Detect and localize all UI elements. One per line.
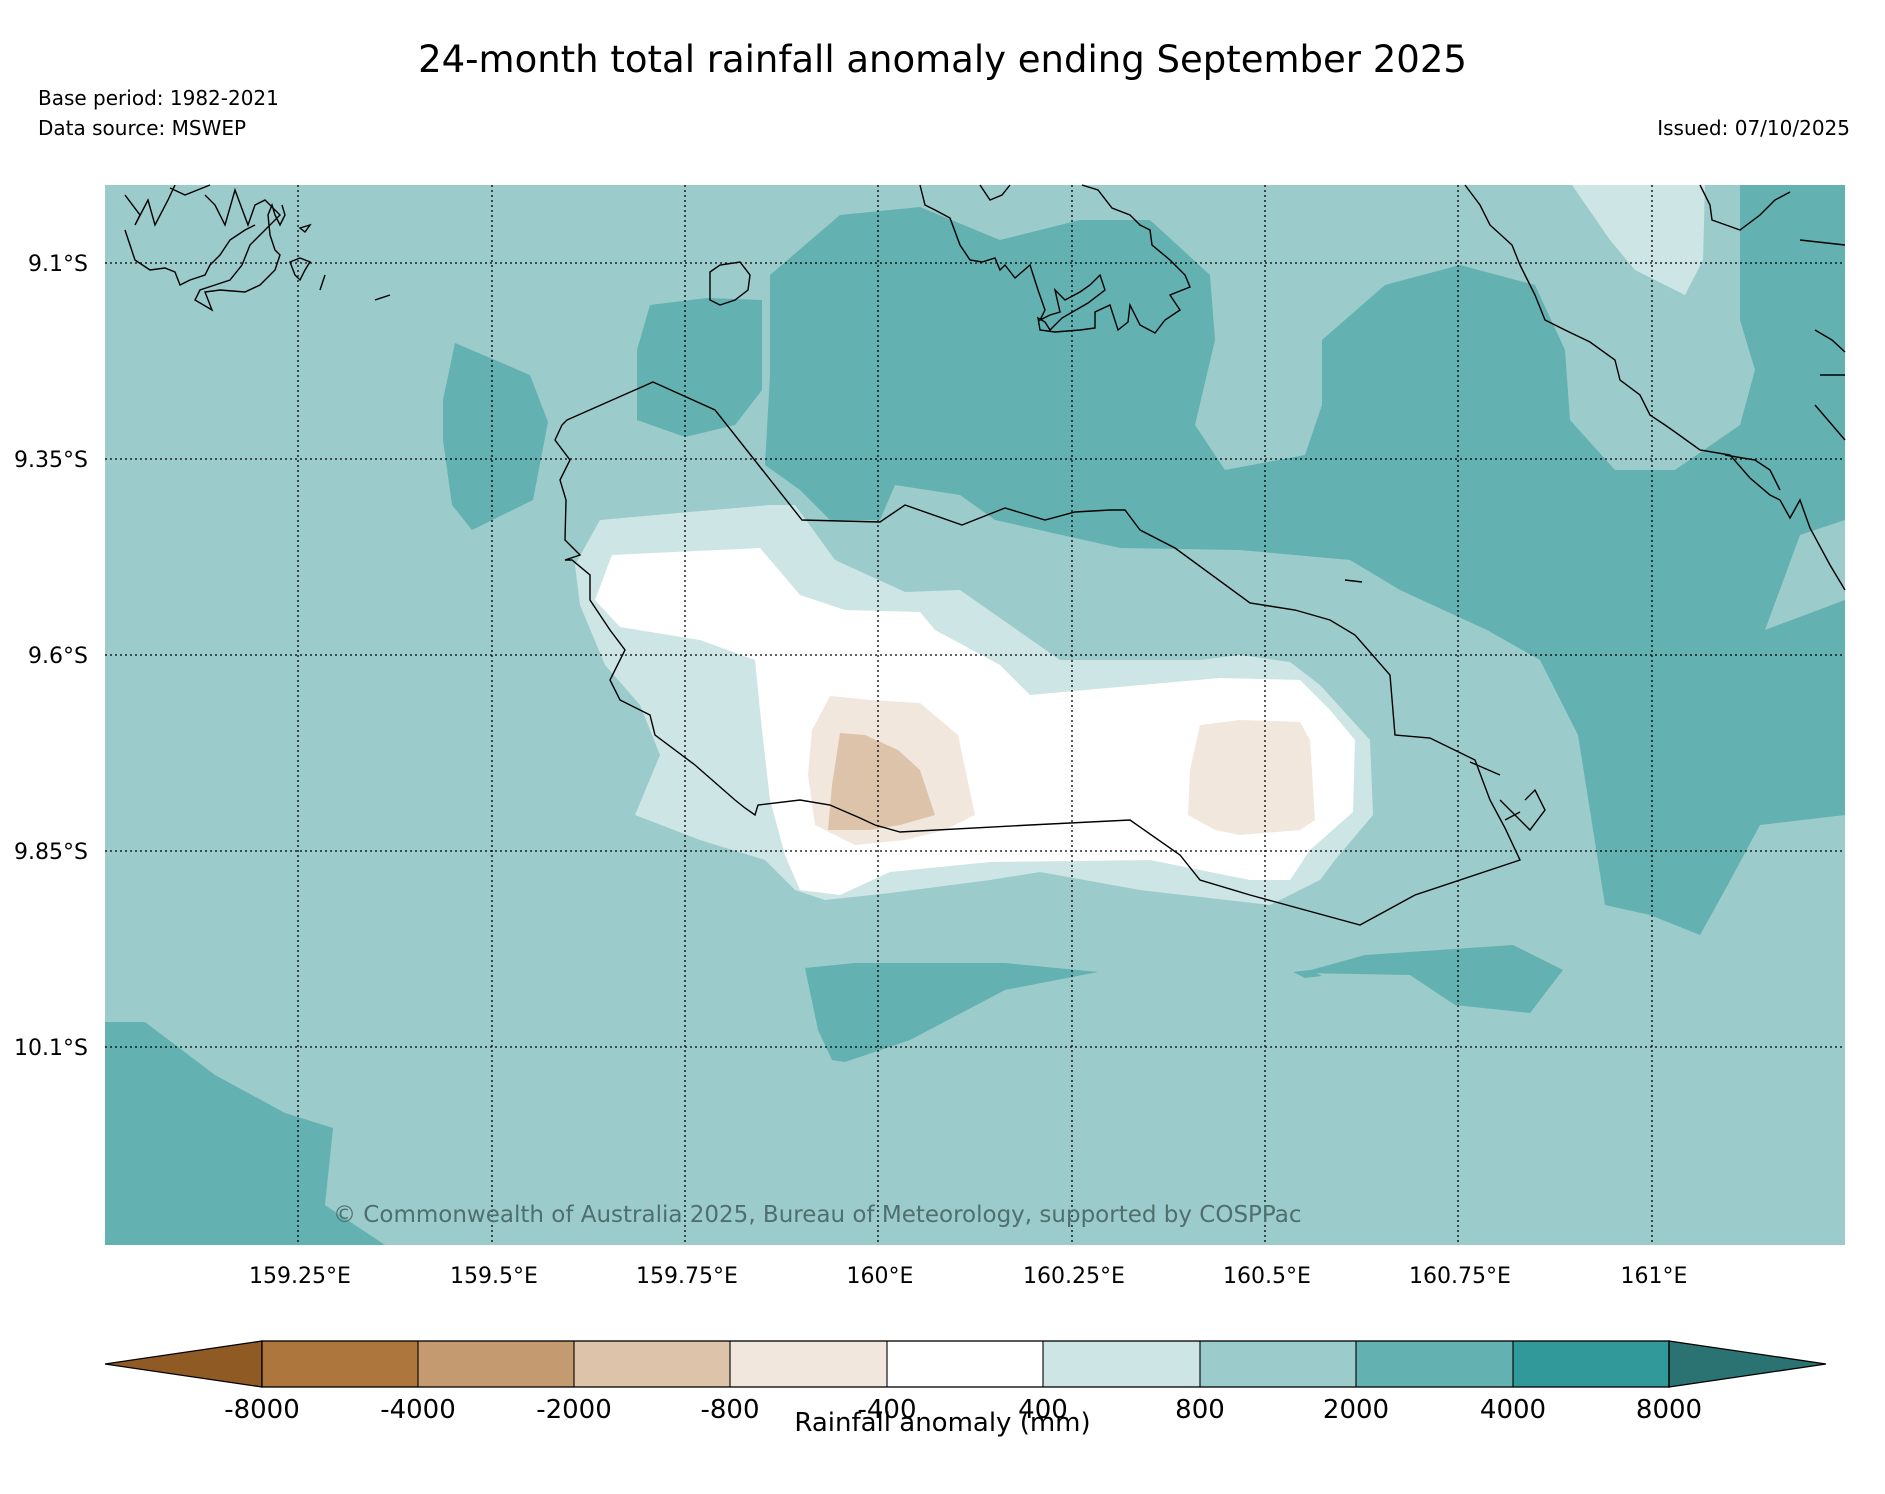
light-band-north [1572,185,1705,295]
graticule [105,185,1845,1245]
latitude-labels: 9.1°S 9.35°S 9.6°S 9.85°S 10.1°S [14,252,88,1061]
map-panel [105,184,1846,1245]
colorbar-tick-label: -2000 [536,1395,612,1425]
colorbar-bin [1513,1341,1669,1387]
base-period-text: Base period: 1982-2021 [38,86,279,110]
colorbar-min-arrow [104,1340,263,1388]
lon-label: 159.75°E [636,1264,738,1289]
colorbar-bin [1356,1341,1513,1387]
colorbar-tick-label: 4000 [1480,1395,1546,1425]
anomaly-region-west [443,343,548,530]
high-anomaly-regions [105,185,1845,1245]
lat-label: 9.6°S [28,644,88,669]
drier-region-west [828,733,935,830]
anomaly-region-north [765,185,1845,935]
neutral-region [595,548,1355,895]
anomaly-region-south-1 [805,963,1098,1062]
colorbar-bin [730,1341,887,1387]
anomaly-region-south-3 [1293,970,1322,978]
coastline-north [709,184,1846,832]
lon-label: 160.25°E [1023,1264,1125,1289]
anomaly-region-southwest [105,1022,385,1245]
colorbar-dividers [417,1341,1514,1387]
dry-regions [808,696,1315,845]
colorbar-max-arrow [1668,1340,1827,1388]
colorbar-tick-label: 800 [1175,1395,1225,1425]
lat-label: 9.35°S [14,448,88,473]
colorbar-tick-label: -400 [857,1395,916,1425]
lon-label: 160.75°E [1409,1264,1511,1289]
lon-label: 160.5°E [1223,1264,1311,1289]
colorbar-bin [574,1341,730,1387]
colorbar-bin [887,1341,1043,1387]
colorbar-title: Rainfall anomaly (mm) [794,1408,1091,1438]
lat-label: 10.1°S [14,1036,88,1061]
colorbar-tick-label: 8000 [1636,1395,1702,1425]
coastline-island [554,381,1521,926]
colorbar-tick-label: 2000 [1323,1395,1389,1425]
lat-label: 9.85°S [14,840,88,865]
data-source-text: Data source: MSWEP [38,116,247,140]
colorbar: -8000 -4000 -2000 -800 -400 400 800 2000… [104,1340,1827,1425]
lon-label: 159.25°E [249,1264,351,1289]
longitude-labels: 159.25°E 159.5°E 159.75°E 160°E 160.25°E… [249,1264,1687,1289]
lon-label: 160°E [847,1264,914,1289]
colorbar-frame [261,1340,1670,1388]
colorbar-bin [1043,1341,1200,1387]
colorbar-tick-label: -800 [700,1395,759,1425]
colorbar-tick-label: 400 [1018,1395,1068,1425]
issued-date-text: Issued: 07/10/2025 [1657,116,1850,140]
lon-label: 161°E [1621,1264,1688,1289]
lat-label: 9.1°S [28,252,88,277]
map-title: 24-month total rainfall anomaly ending S… [418,38,1467,81]
colorbar-bin [1200,1341,1356,1387]
colorbar-tick-label: -4000 [380,1395,456,1425]
colorbar-bin [418,1341,574,1387]
colorbar-tick-labels: -8000 -4000 -2000 -800 -400 400 800 2000… [224,1395,1702,1425]
coastline-northwest [124,184,391,312]
colorbar-tick-label: -8000 [224,1395,300,1425]
lon-label: 159.5°E [450,1264,538,1289]
colorbar-bin [262,1341,418,1387]
anomaly-region-south-2 [1300,945,1563,1013]
copyright-text: © Commonwealth of Australia 2025, Bureau… [333,1202,1302,1228]
dry-region-east [1188,720,1315,835]
anomaly-region-west-channel [637,298,762,437]
